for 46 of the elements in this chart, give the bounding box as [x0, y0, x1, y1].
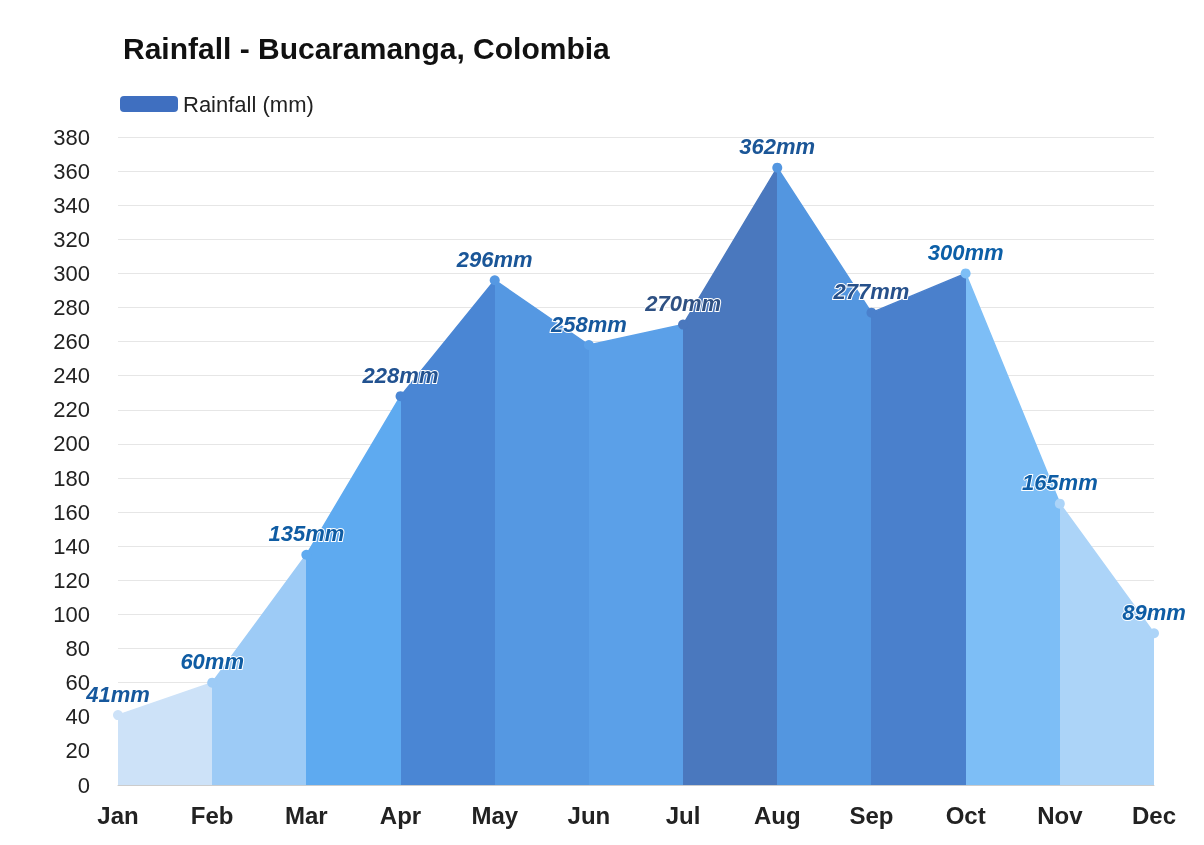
point [960, 268, 971, 279]
y-tick-label: 20 [65, 738, 90, 764]
y-tick-label: 80 [65, 636, 90, 662]
y-tick-label: 220 [53, 397, 90, 423]
x-tick-label: Aug [753, 801, 801, 829]
point [772, 162, 783, 173]
x-tick-label: Sep [849, 801, 894, 829]
y-tick-label: 280 [53, 295, 90, 321]
point [583, 340, 594, 351]
y-tick-label: 120 [53, 567, 90, 593]
x-tick-label: Dec [1131, 801, 1177, 829]
x-tick-label: Jan [97, 801, 139, 829]
point [866, 307, 877, 318]
x-tick-label: Oct [945, 801, 986, 829]
y-tick-label: 360 [53, 158, 90, 184]
x-tick-label: Apr [379, 801, 422, 829]
data-label: 165mm [1021, 470, 1098, 496]
x-tick-label: May [471, 801, 519, 829]
y-tick-label: 340 [53, 192, 90, 218]
y-tick-label: 240 [53, 363, 90, 389]
point [113, 710, 123, 721]
data-label: 296mm [455, 246, 533, 272]
point [1054, 498, 1065, 509]
y-tick-label: 100 [53, 601, 90, 627]
chart-title: Rainfall - Bucaramanga, Colombia [123, 31, 611, 65]
y-tick-label: 200 [53, 431, 90, 457]
y-tick-label: 380 [53, 124, 90, 150]
x-tick-label: Nov [1037, 801, 1084, 829]
data-label: 300mm [927, 239, 1004, 265]
x-tick-label: Jun [567, 801, 611, 829]
y-tick-label: 160 [53, 499, 90, 525]
y-tick-label: 180 [53, 465, 90, 491]
x-tick-label: Mar [285, 801, 328, 829]
data-label: 89mm [1122, 599, 1186, 625]
x-tick-label: Jul [665, 801, 701, 829]
y-tick-label: 300 [53, 260, 90, 286]
x-tick-label: Feb [190, 801, 234, 829]
y-tick-label: 140 [53, 533, 90, 559]
y-tick-label: 40 [65, 704, 90, 730]
data-label: 362mm [739, 134, 816, 160]
y-tick-label: 320 [53, 226, 90, 252]
data-label: 60mm [180, 649, 244, 675]
point [489, 275, 500, 286]
y-tick-label: 0 [77, 772, 90, 798]
y-tick-label: 260 [53, 329, 90, 355]
legend-label: Rainfall (mm) [183, 91, 314, 117]
